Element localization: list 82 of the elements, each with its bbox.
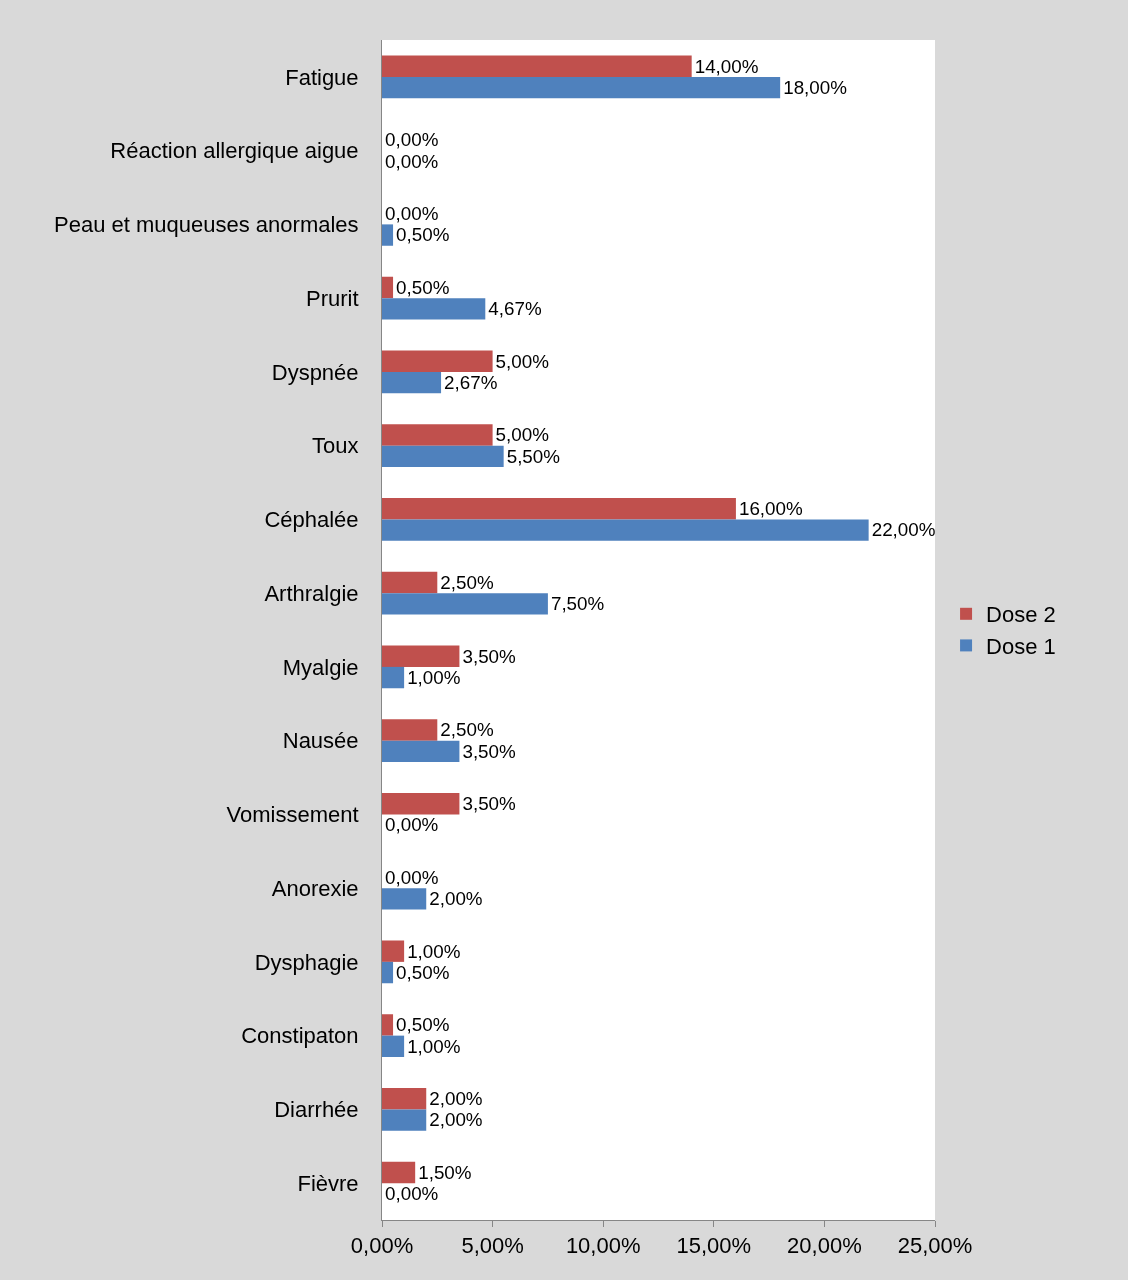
bar bbox=[382, 371, 442, 394]
data-label: 1,00% bbox=[407, 1035, 461, 1057]
data-label: 14,00% bbox=[694, 55, 759, 77]
data-label: 5,50% bbox=[506, 445, 561, 467]
data-label: 4,67% bbox=[488, 298, 542, 320]
data-label: 5,00% bbox=[495, 424, 550, 446]
legend-label: Dose 1 bbox=[986, 633, 1056, 659]
y-tick-label: Peau et muqueuses anormales bbox=[54, 212, 359, 238]
x-tick-label: 0,00% bbox=[350, 1233, 414, 1259]
x-tick-label: 5,00% bbox=[461, 1233, 524, 1259]
y-tick-label: Prurit bbox=[306, 285, 359, 311]
data-label: 22,00% bbox=[871, 519, 936, 541]
data-label: 2,67% bbox=[444, 371, 498, 393]
x-tick-label: 25,00% bbox=[897, 1233, 973, 1259]
data-label: 0,50% bbox=[396, 276, 450, 298]
x-tick-label: 20,00% bbox=[787, 1233, 862, 1259]
bar bbox=[382, 888, 427, 910]
y-tick-label: Réaction allergique aigue bbox=[110, 138, 359, 164]
y-tick-label: Constipaton bbox=[241, 1023, 359, 1049]
data-label: 16,00% bbox=[738, 498, 804, 520]
bar bbox=[382, 497, 736, 520]
y-tick-label: Diarrhée bbox=[274, 1097, 359, 1123]
data-label: 3,50% bbox=[462, 740, 517, 762]
bar bbox=[382, 298, 486, 320]
y-tick-label: Toux bbox=[312, 433, 359, 459]
data-label: 3,50% bbox=[462, 793, 517, 815]
bar bbox=[382, 1035, 405, 1058]
bar bbox=[382, 792, 460, 815]
data-label: 0,50% bbox=[396, 224, 450, 246]
data-label: 2,50% bbox=[440, 719, 494, 741]
data-label: 0,00% bbox=[385, 1183, 439, 1205]
x-tick-label: 10,00% bbox=[565, 1233, 641, 1259]
y-tick-label: Myalgie bbox=[282, 654, 359, 680]
data-label: 18,00% bbox=[783, 76, 848, 98]
bar bbox=[382, 276, 394, 299]
y-tick-label: Anorexie bbox=[271, 875, 359, 901]
bar bbox=[382, 1014, 394, 1036]
bar bbox=[382, 76, 781, 99]
bar bbox=[382, 519, 869, 541]
x-tick-label: 15,00% bbox=[676, 1233, 752, 1259]
bar bbox=[382, 645, 460, 667]
data-label: 0,00% bbox=[385, 150, 439, 172]
data-label: 1,00% bbox=[407, 940, 461, 962]
bar bbox=[382, 666, 405, 689]
bar bbox=[382, 940, 405, 962]
data-label: 2,00% bbox=[429, 1109, 483, 1131]
y-tick-label: Vomissement bbox=[226, 802, 359, 828]
data-label: 0,00% bbox=[385, 866, 439, 888]
y-tick-label: Dyspnée bbox=[271, 359, 359, 385]
bar bbox=[382, 1161, 416, 1184]
y-tick-label: Céphalée bbox=[264, 507, 359, 533]
data-label: 0,00% bbox=[385, 129, 439, 151]
data-label: 5,00% bbox=[495, 350, 550, 372]
y-tick-label: Fatigue bbox=[285, 64, 359, 90]
data-label: 1,50% bbox=[418, 1161, 472, 1183]
y-tick-label: Nausée bbox=[282, 728, 359, 754]
bar bbox=[382, 593, 548, 615]
data-label: 2,50% bbox=[440, 571, 494, 593]
data-label: 2,00% bbox=[429, 1088, 483, 1110]
data-label: 0,50% bbox=[396, 961, 450, 983]
bar bbox=[382, 55, 692, 77]
bar bbox=[382, 571, 438, 594]
legend-label: Dose 2 bbox=[986, 602, 1056, 628]
data-label: 0,00% bbox=[385, 203, 439, 225]
data-label: 3,50% bbox=[462, 645, 517, 667]
y-tick-label: Fièvre bbox=[297, 1170, 359, 1196]
bar bbox=[382, 350, 493, 372]
bar bbox=[382, 740, 460, 763]
data-label: 0,50% bbox=[396, 1014, 450, 1036]
bar bbox=[382, 1087, 427, 1110]
data-label: 7,50% bbox=[550, 593, 605, 615]
bar bbox=[382, 424, 493, 446]
y-tick-label: Arthralgie bbox=[264, 580, 359, 606]
data-label: 2,00% bbox=[429, 888, 483, 910]
bar bbox=[382, 224, 394, 246]
bar bbox=[382, 445, 504, 468]
bar bbox=[382, 961, 394, 984]
data-label: 1,00% bbox=[407, 666, 461, 688]
bar bbox=[382, 719, 438, 741]
data-label: 0,00% bbox=[385, 814, 439, 836]
y-tick-label: Dysphagie bbox=[254, 949, 359, 975]
bar bbox=[382, 1109, 427, 1131]
